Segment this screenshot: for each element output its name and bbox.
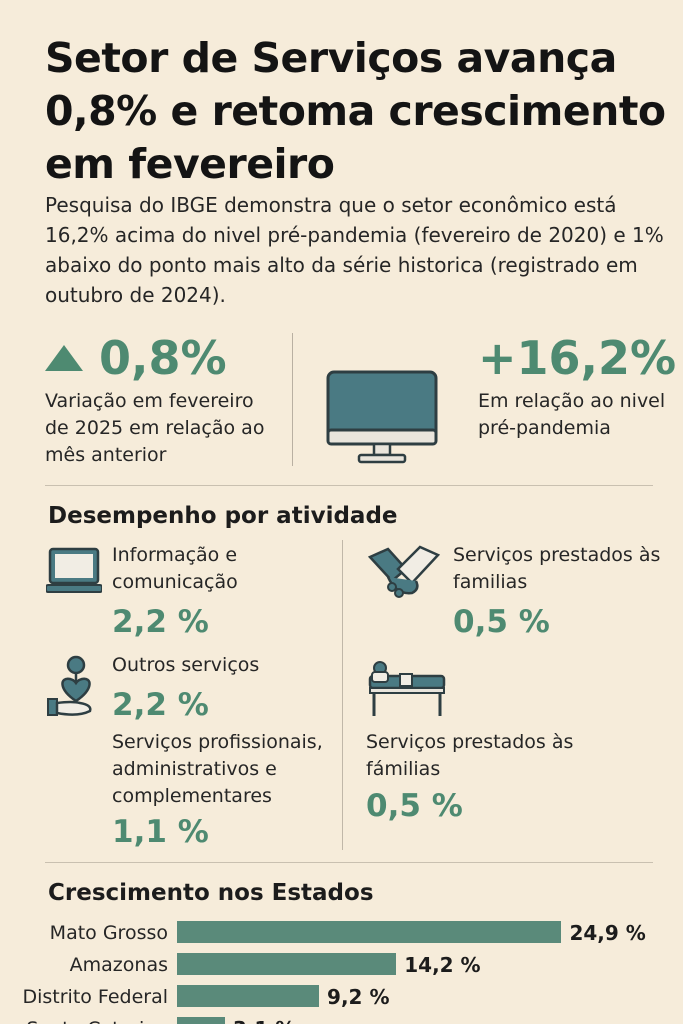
headline: Setor de Serviços avança 0,8% e retoma c… — [45, 34, 666, 188]
activity-label-info-comunicacao: Informação e comunicação — [112, 544, 238, 593]
kpi-prepandemic: +16,2% Em relação ao nivel pré-pandemia — [478, 330, 678, 442]
activity-label-servicos-familias: Serviços prestados às familias — [453, 544, 661, 593]
activity-value-info-comunicacao: 2,2 % — [112, 604, 209, 640]
kpi-monthly-variation: 0,8% Variação em fevereiro de 2025 em re… — [45, 330, 275, 469]
state-bar-row: Santa Catarina 3,1 % — [0, 1016, 683, 1024]
handshake-icon — [367, 545, 441, 598]
kpi-monthly-description: Variação em fevereiro de 2025 em relação… — [45, 390, 265, 466]
monitor-icon — [326, 370, 438, 464]
activities-divider — [342, 540, 343, 850]
activity-value-servicos-familias-2: 0,5 % — [366, 788, 463, 824]
activity-value-outros-servicos: 2,2 % — [112, 687, 209, 723]
kpi-prepandemic-value: +16,2% — [478, 331, 677, 385]
section-divider — [45, 485, 653, 486]
state-bar — [177, 985, 320, 1007]
kpi-divider — [292, 333, 293, 466]
bed-icon — [368, 661, 446, 716]
state-bar-value: 14,2 % — [404, 953, 481, 977]
kpi-monthly-value: 0,8% — [99, 331, 227, 385]
laptop-icon — [46, 547, 102, 593]
hand-heart-icon — [47, 655, 92, 716]
state-bar-value: 24,9 % — [569, 921, 646, 945]
subheadline: Pesquisa do IBGE demonstra que o setor e… — [45, 193, 664, 307]
activities-section-title: Desempenho por atividade — [48, 503, 398, 529]
activity-value-servicos-profissionais: 1,1 % — [112, 814, 209, 850]
activity-label-servicos-familias-2: Serviços prestados às fámilias — [366, 731, 574, 780]
states-section-title: Crescimento nos Estados — [48, 880, 374, 906]
activity-value-servicos-familias: 0,5 % — [453, 604, 550, 640]
state-bar — [177, 953, 397, 975]
kpi-prepandemic-description: Em relação ao nivel pré-pandemia — [478, 390, 666, 439]
state-bar — [177, 1017, 225, 1024]
triangle-up-icon — [45, 345, 83, 371]
state-label: Amazonas — [69, 954, 168, 976]
state-bar-row: Mato Grosso 24,9 % — [0, 920, 683, 946]
activity-label-servicos-profissionais: Serviços profissionais, administrativos … — [112, 731, 323, 807]
state-bar-value: 9,2 % — [327, 985, 390, 1009]
state-bar-value: 3,1 % — [233, 1016, 295, 1024]
state-bar-row: Distrito Federal 9,2 % — [0, 984, 683, 1010]
state-bar-row: Amazonas 14,2 % — [0, 952, 683, 978]
state-bar — [177, 921, 562, 943]
section-divider-2 — [45, 862, 653, 863]
activity-label-outros-servicos: Outros serviços — [112, 654, 260, 676]
state-label: Mato Grosso — [49, 922, 168, 944]
state-label: Santa Catarina — [26, 1016, 168, 1024]
state-label: Distrito Federal — [22, 986, 168, 1008]
